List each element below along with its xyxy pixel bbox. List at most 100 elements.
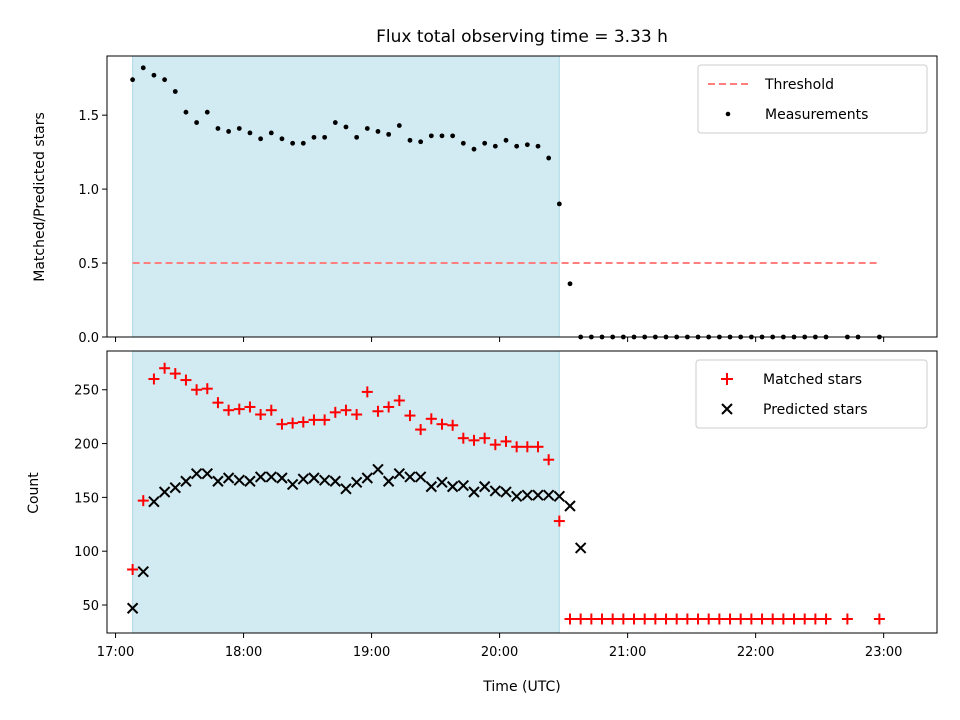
predicted-star-point	[361, 472, 374, 484]
measurement-point	[247, 130, 253, 136]
top-observing-window	[132, 55, 560, 338]
matched-star-point	[223, 404, 235, 416]
predicted-star-point	[350, 476, 363, 489]
y-tick-label: 200	[74, 438, 99, 453]
x-tick-label: 22:00	[737, 645, 774, 660]
matched-star-point	[244, 401, 256, 413]
matched-star-point	[383, 401, 395, 413]
bottom-x-ticks: 17:00 18:00 19:00 20:00 21:00 22:00 23:00	[97, 633, 902, 660]
y-tick-label: 1.5	[78, 109, 99, 124]
measurement-point	[311, 134, 317, 140]
matched-star-point	[212, 397, 224, 409]
predicted-star-point	[532, 489, 544, 501]
predicted-star-point	[254, 471, 267, 483]
matched-star-point	[617, 613, 629, 625]
matched-star-point	[628, 613, 640, 625]
y-tick-label: 50	[82, 599, 99, 614]
predicted-star-point	[265, 471, 278, 483]
matched-star-point	[340, 404, 352, 416]
x-tick-label: 21:00	[609, 645, 646, 660]
measurement-point	[183, 109, 189, 115]
matched-star-point	[415, 424, 427, 436]
measurement-point	[300, 140, 306, 146]
predicted-star-point	[553, 490, 566, 503]
predicted-star-point	[489, 485, 502, 497]
observing-window-shade	[132, 55, 560, 338]
predicted-star-point	[276, 472, 288, 484]
y-tick-label: 0.5	[78, 257, 99, 272]
matched-star-point	[735, 613, 747, 625]
measurement-point	[407, 137, 413, 143]
matched-star-point	[543, 454, 555, 466]
measurement-point	[236, 126, 242, 131]
measurement-point	[364, 126, 370, 131]
matched-star-point	[425, 413, 437, 425]
measurement-point	[268, 130, 274, 136]
measurement-point	[386, 131, 392, 137]
measurement-point	[279, 136, 285, 142]
matched-star-point	[532, 441, 544, 453]
top-plot-frame	[106, 55, 938, 338]
measurement-point	[482, 140, 488, 146]
predicted-star-point	[574, 542, 587, 554]
predicted-stars-legend-swatch	[721, 403, 733, 415]
top-y-axis-label: Matched/Predicted stars	[32, 112, 48, 282]
matched-star-point	[585, 613, 597, 625]
measurement-points	[130, 65, 882, 340]
matched-star-point	[820, 613, 832, 625]
matched-star-point	[607, 613, 619, 625]
matched-star-point	[137, 495, 149, 507]
predicted-star-point	[500, 486, 512, 498]
predicted-star-point	[372, 463, 384, 476]
y-tick-label: 250	[74, 384, 99, 399]
predicted-star-point	[244, 475, 256, 487]
predicted-stars-legend-label: Predicted stars	[763, 402, 868, 418]
matched-star-point	[319, 414, 331, 426]
y-tick-label: 150	[74, 491, 99, 506]
predicted-star-point	[542, 489, 555, 501]
matched-star-point	[777, 613, 789, 625]
top-legend: Threshold Measurements	[697, 64, 928, 134]
matched-star-point	[649, 613, 661, 625]
predicted-star-point	[180, 475, 192, 487]
matched-star-point	[351, 409, 363, 421]
predicted-star-point	[222, 472, 235, 484]
measurement-point	[439, 133, 445, 139]
matched-star-point	[660, 613, 672, 625]
measurement-point	[503, 137, 509, 143]
matched-star-point	[756, 613, 768, 625]
matched-star-point	[372, 405, 384, 417]
matched-star-point	[159, 362, 171, 374]
matched-stars-legend-label: Matched stars	[763, 372, 862, 388]
matched-star-point	[575, 613, 587, 625]
top-panel: 0.0 0.5 1.0 1.5 Matched/Predicted stars Thr…	[32, 55, 938, 346]
predicted-star-point	[468, 486, 480, 498]
measurement-point	[375, 129, 381, 134]
x-tick-label: 20:00	[481, 645, 518, 660]
matched-star-point	[233, 403, 245, 415]
threshold-legend-label: Threshold	[764, 77, 834, 93]
predicted-star-point	[212, 475, 224, 487]
predicted-star-point	[521, 489, 534, 501]
matched-stars-legend-swatch	[721, 373, 733, 385]
top-y-ticks: 0.0 0.5 1.0 1.5	[78, 109, 107, 346]
measurement-point	[194, 120, 200, 125]
chart-title: Flux total observing time = 3.33 h	[376, 27, 668, 47]
matched-stars-points	[127, 362, 885, 625]
matched-star-point	[180, 374, 192, 386]
matched-star-point	[148, 373, 160, 385]
predicted-star-point	[414, 471, 427, 483]
measurement-point	[524, 142, 530, 148]
measurement-point	[332, 120, 338, 125]
matched-star-point	[436, 418, 448, 430]
measurement-point	[215, 126, 221, 131]
matched-star-point	[308, 414, 320, 426]
predicted-star-point	[564, 500, 576, 512]
predicted-star-point	[510, 490, 523, 503]
x-tick-label: 18:00	[225, 645, 262, 660]
bottom-legend-box	[695, 359, 928, 429]
matched-star-point	[265, 404, 277, 416]
predicted-star-point	[148, 495, 160, 508]
y-tick-label: 100	[74, 545, 99, 560]
predicted-star-point	[190, 467, 203, 480]
